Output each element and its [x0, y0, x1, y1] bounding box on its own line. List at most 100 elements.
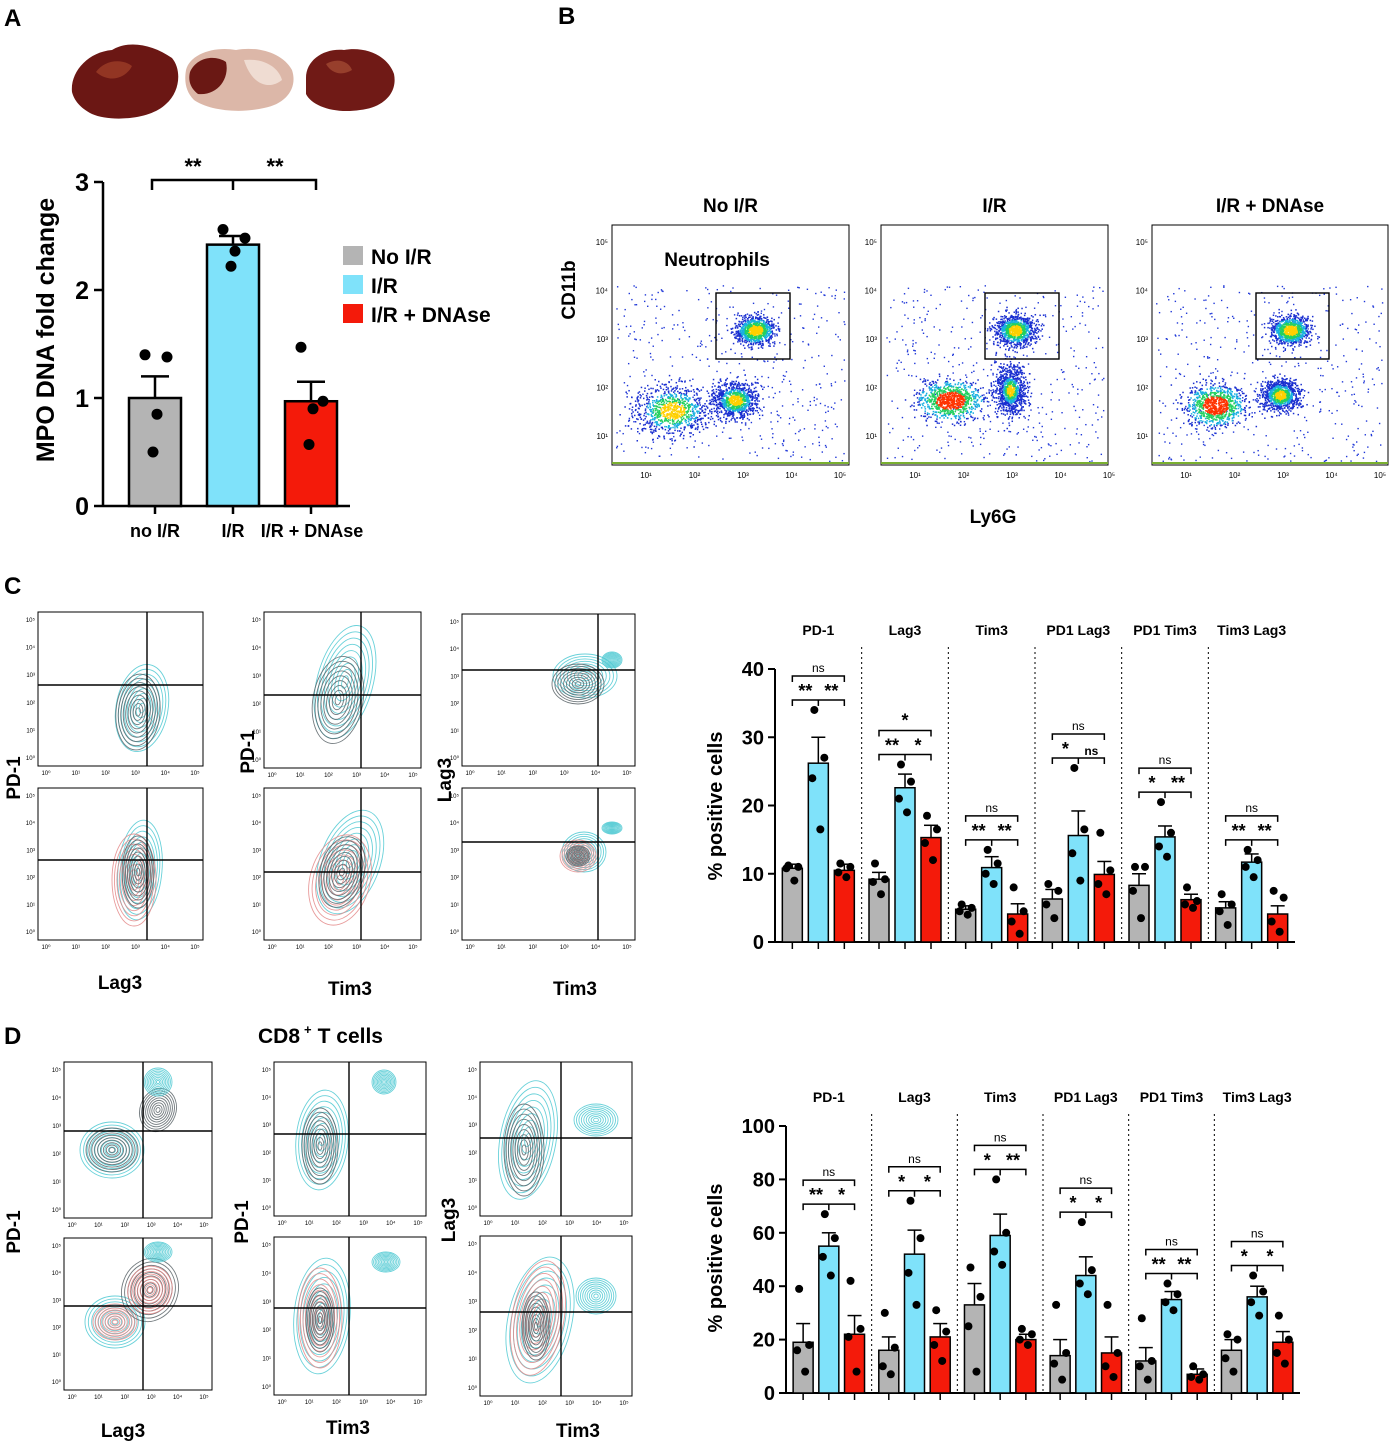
panel-d-ylabel-2: PD-1 [232, 1200, 253, 1244]
tick-label: 10¹ [511, 1401, 520, 1407]
contour-line [83, 1124, 141, 1176]
tick-label: 10⁰ [465, 944, 475, 951]
tick-label: 10⁵ [408, 772, 418, 779]
y-tick-label: 30 [742, 727, 764, 749]
x-tick-label: 10¹ [640, 471, 652, 480]
contour-line [149, 1073, 167, 1091]
contour-line [111, 1318, 119, 1326]
tick-label: 10⁰ [52, 1207, 62, 1214]
contour-line [117, 677, 159, 747]
contour-line [552, 653, 618, 699]
data-point [957, 900, 966, 909]
group-title: PD1 Tim3 [1133, 622, 1197, 638]
data-point [972, 1367, 981, 1376]
data-point [793, 1346, 802, 1355]
contour-line [310, 1298, 330, 1342]
contour-line [336, 874, 344, 886]
tick-label: 10⁵ [450, 793, 460, 800]
sig-label: ** [998, 821, 1012, 841]
contour-line [559, 839, 597, 873]
data-point [1247, 1298, 1256, 1307]
data-point [955, 907, 964, 916]
tick-label: 10⁴ [26, 820, 36, 827]
contour-line [309, 1295, 331, 1341]
tick-label: 10¹ [450, 729, 459, 735]
contour-line [510, 1260, 566, 1376]
neutrophil-gate-1 [984, 292, 1060, 360]
data-point [967, 903, 976, 912]
data-point [990, 1247, 999, 1256]
sig-label: ** [266, 154, 284, 179]
contour-line [308, 1294, 332, 1346]
contour-line [125, 690, 151, 734]
tick-label: 10¹ [252, 730, 261, 736]
tick-label: 10³ [252, 848, 261, 854]
contour-line [314, 660, 362, 740]
contour-line [143, 1282, 157, 1298]
contour-line [566, 846, 590, 866]
contour-line [331, 689, 345, 711]
tick-label: 10² [468, 1328, 477, 1334]
y-tick-label: 60 [753, 1223, 775, 1245]
contour-line [530, 1314, 542, 1338]
contour-line [608, 656, 616, 664]
tick-label: 10⁴ [468, 1095, 478, 1102]
contour-line [524, 1299, 548, 1353]
data-point [1274, 1311, 1283, 1320]
data-point [921, 839, 929, 848]
data-point [1101, 1362, 1110, 1371]
contour-line [297, 1267, 343, 1369]
data-point [938, 1356, 947, 1365]
bar [1246, 1296, 1268, 1394]
sig-label-top: ns [994, 1130, 1007, 1144]
contour-line [573, 1103, 619, 1137]
neutrophils-gate-label: Neutrophils [664, 250, 770, 271]
y-tick-label: 40 [742, 659, 764, 681]
group-title: Tim3 [975, 622, 1008, 638]
y-tick-label: 0 [764, 1383, 775, 1405]
contour-line [152, 1076, 164, 1088]
tick-label: 10² [101, 771, 110, 777]
data-point [906, 1196, 915, 1205]
contour-line [504, 1093, 552, 1187]
data-point [1083, 1290, 1092, 1299]
data-point [147, 446, 159, 458]
group-title: Tim3 [984, 1089, 1017, 1105]
contour-line [584, 1285, 608, 1307]
y-axis-label: MPO DNA fold change [32, 198, 60, 462]
bar [963, 1304, 986, 1394]
legend-swatch-1 [343, 275, 363, 294]
contour-line [134, 1273, 166, 1307]
y-tick-label: 10⁵ [1136, 238, 1148, 247]
sig-bracket-top [1051, 733, 1106, 740]
data-point [1255, 1311, 1264, 1320]
tick-label: 10⁵ [619, 1220, 629, 1227]
panel-b-flow-plots: No I/R 10¹ 10¹ 10² 10² 10³ 10³ 10⁴ 10⁴ 10⁵ 10⁵ I/R 1… [596, 196, 1389, 480]
y-tick-label: 10¹ [1136, 432, 1148, 441]
contour-line [105, 1144, 119, 1156]
tick-label: 10⁴ [52, 1095, 62, 1102]
contour-line [115, 673, 161, 751]
group-title: PD-1 [802, 622, 834, 638]
data-point [1058, 1375, 1067, 1384]
tick-label: 10¹ [26, 728, 35, 734]
panel-c-ylabel-2: PD-1 [238, 730, 259, 774]
contour-line [521, 1291, 551, 1361]
contour-line [307, 1120, 333, 1172]
contour-line [328, 685, 348, 715]
tick-label: 10¹ [468, 1357, 477, 1363]
x-tick-label: 10⁴ [1325, 471, 1338, 480]
tick-label: 10⁰ [52, 1379, 62, 1386]
contour-line [498, 1080, 558, 1200]
contour-line [505, 1256, 575, 1384]
tick-label: 10³ [147, 1395, 156, 1401]
data-point [844, 1332, 853, 1341]
tick-label: 10³ [252, 674, 261, 680]
contour-line [380, 1078, 388, 1086]
x-tick-label: 10³ [737, 471, 749, 480]
data-point [1103, 1300, 1112, 1309]
tick-label: 10¹ [296, 773, 305, 779]
contour-line [151, 1075, 165, 1089]
contour-line [588, 1114, 604, 1126]
tick-label: 10⁵ [190, 770, 200, 777]
